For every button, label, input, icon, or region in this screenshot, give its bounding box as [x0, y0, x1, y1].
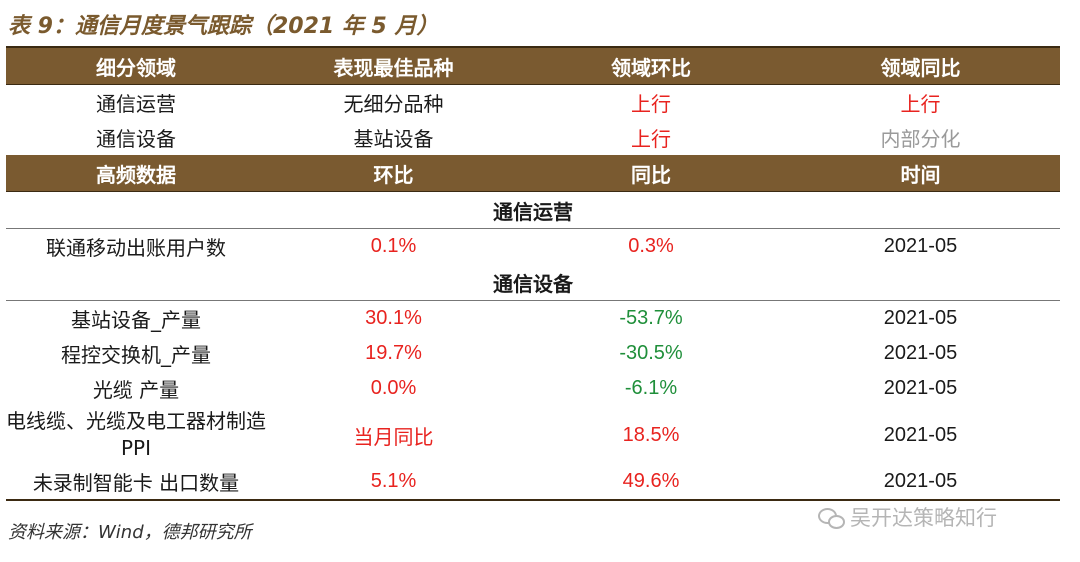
time-cell: 2021-05 — [883, 423, 958, 446]
item-cell: 联通移动出账用户数 — [46, 236, 226, 260]
time-cell: 2021-05 — [883, 235, 958, 257]
best-cell: 无细分品种 — [343, 92, 444, 116]
source-note: 资料来源：Wind，德邦研究所 — [8, 522, 252, 543]
table-row: 电线缆、光缆及电工器材制造 PPI 当月同比 18.5% 2021-05 — [6, 406, 1060, 464]
table-row: 通信运营 无细分品种 上行 上行 — [6, 85, 1060, 121]
time-cell: 2021-05 — [883, 307, 958, 329]
section-row: 通信运营 — [6, 191, 1060, 229]
item-cell: 未录制智能卡 出口数量 — [6, 464, 266, 501]
item-cell: 基站设备_产量 — [71, 308, 201, 332]
section-row: 通信设备 — [6, 264, 1060, 301]
table-row: 程控交换机_产量 19.7% -30.5% 2021-05 — [6, 336, 1060, 371]
header-row-domains: 细分领域 表现最佳品种 领域环比 领域同比 — [6, 46, 1060, 85]
time-cell: 2021-05 — [883, 377, 958, 399]
item-cell: 电线缆、光缆及电工器材制造 PPI — [6, 409, 266, 460]
yoy-cell: 18.5% — [622, 423, 680, 446]
header-cell: 环比 — [266, 155, 521, 192]
mom-cell: 上行 — [631, 127, 671, 151]
yoy-cell: 内部分化 — [880, 127, 961, 151]
yoy-cell: -6.1% — [624, 377, 678, 399]
table-row: 通信设备 基站设备 上行 内部分化 — [6, 120, 1060, 155]
time-cell: 2021-05 — [883, 342, 958, 364]
header-cell: 细分领域 — [6, 46, 266, 85]
time-cell: 2021-05 — [781, 464, 1060, 501]
table-row: 基站设备_产量 30.1% -53.7% 2021-05 — [6, 301, 1060, 337]
header-cell: 同比 — [521, 155, 781, 192]
yoy-cell: 0.3% — [628, 235, 674, 257]
table-row: 未录制智能卡 出口数量 5.1% 49.6% 2021-05 — [6, 464, 1060, 501]
mom-cell: 上行 — [631, 92, 671, 116]
yoy-cell: -53.7% — [619, 307, 683, 329]
mom-cell: 30.1% — [365, 307, 422, 329]
item-cell: 程控交换机_产量 — [61, 343, 211, 367]
mom-cell: 当月同比 — [353, 424, 434, 449]
yoy-cell: -30.5% — [619, 342, 683, 364]
header-cell: 领域同比 — [781, 46, 1060, 85]
domain-cell: 通信运营 — [96, 92, 176, 116]
header-cell: 表现最佳品种 — [266, 46, 521, 85]
table-title: 表 9：通信月度景气跟踪（2021 年 5 月） — [8, 14, 439, 39]
section-title: 通信运营 — [6, 191, 1060, 229]
mom-cell: 0.1% — [370, 235, 417, 257]
watermark-text: 吴开达策略知行 — [850, 506, 997, 530]
wechat-icon — [818, 506, 845, 529]
section-title: 通信设备 — [6, 264, 1060, 301]
sentiment-table: 细分领域 表现最佳品种 领域环比 领域同比 通信运营 无细分品种 上行 上行 通… — [6, 46, 1060, 501]
header-cell: 高频数据 — [6, 155, 266, 192]
mom-cell: 19.7% — [365, 342, 422, 364]
watermark: 吴开达策略知行 — [818, 502, 997, 532]
table-row: 光缆 产量 0.0% -6.1% 2021-05 — [6, 371, 1060, 406]
table-row: 联通移动出账用户数 0.1% 0.3% 2021-05 — [6, 229, 1060, 265]
header-row-highfreq: 高频数据 环比 同比 时间 — [6, 155, 1060, 192]
mom-cell: 0.0% — [370, 377, 417, 399]
mom-cell: 5.1% — [266, 464, 521, 501]
yoy-cell: 上行 — [900, 92, 941, 116]
header-cell: 时间 — [781, 155, 1060, 192]
yoy-cell: 49.6% — [521, 464, 781, 501]
best-cell: 基站设备 — [353, 127, 434, 151]
item-cell: 光缆 产量 — [92, 378, 180, 402]
domain-cell: 通信设备 — [96, 127, 176, 151]
header-cell: 领域环比 — [521, 46, 781, 85]
